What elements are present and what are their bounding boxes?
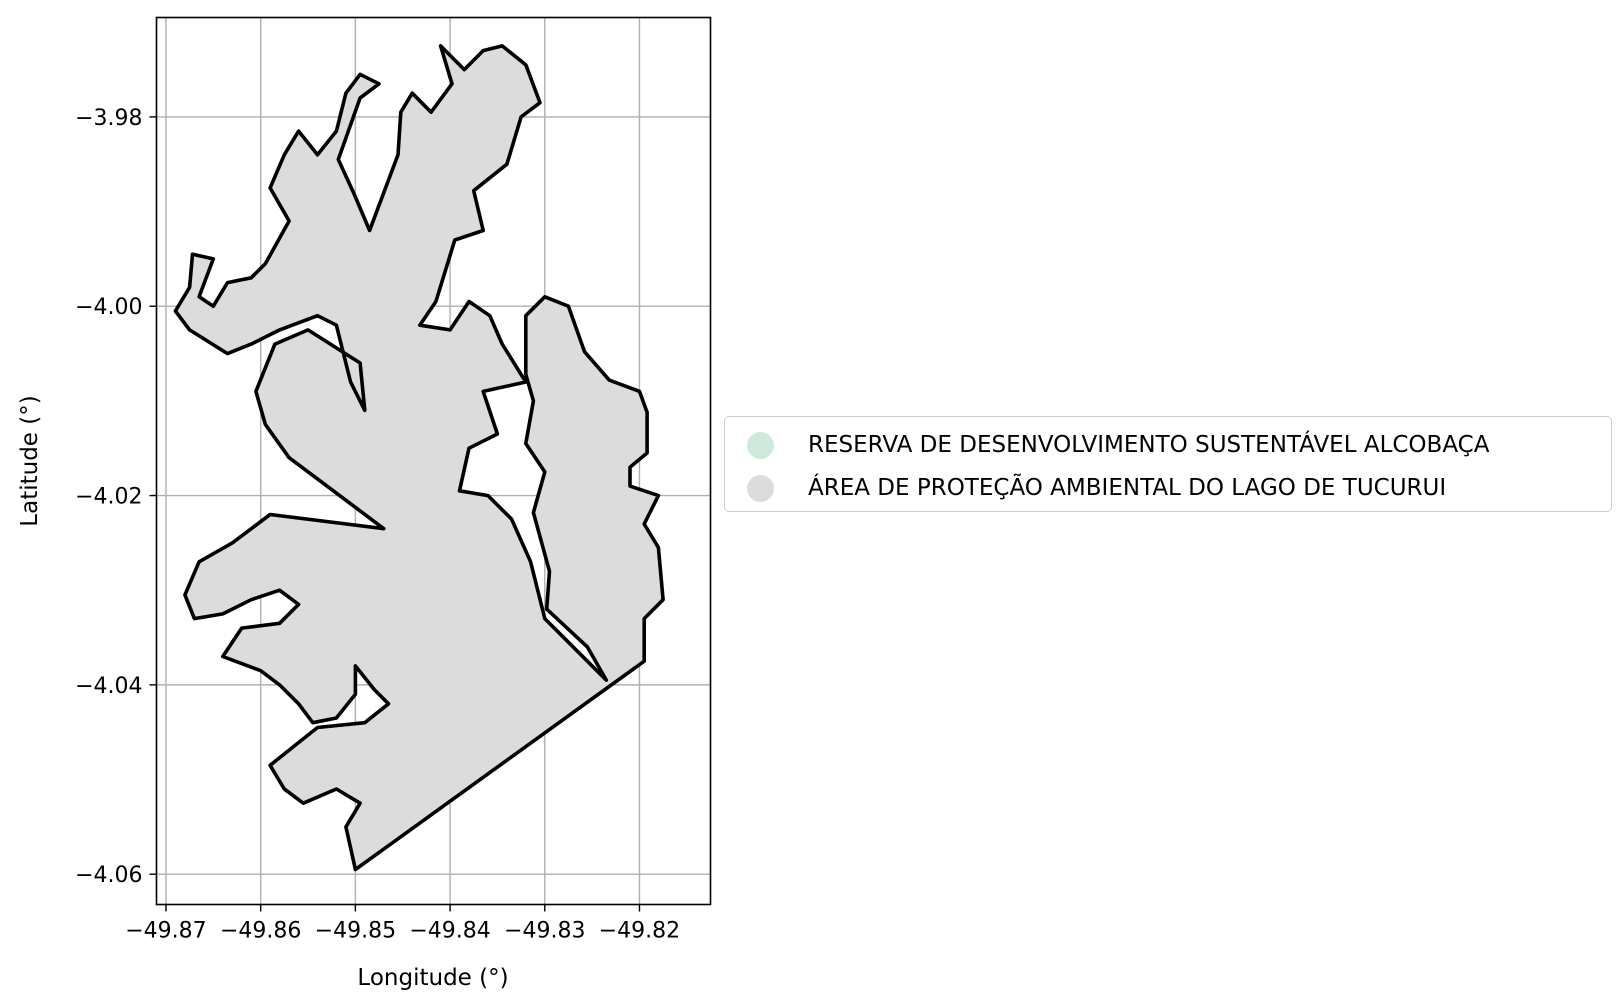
y-tick-label-0: −3.98 [75, 106, 142, 131]
legend: RESERVA DE DESENVOLVIMENTO SUSTENTÁVEL A… [724, 416, 1612, 512]
legend-marker-reserva [747, 431, 774, 459]
legend-item-apa-tucurui: ÁREA DE PROTEÇÃO AMBIENTAL DO LAGO DE TU… [725, 468, 1611, 508]
x-axis-label: Longitude (°) [357, 965, 508, 991]
y-tick-label-4: −4.06 [75, 863, 142, 888]
apa-lago-tucurui-polygon [173, 44, 665, 872]
x-tick-label-0: −49.87 [125, 919, 206, 944]
legend-label-apa-tucurui: ÁREA DE PROTEÇÃO AMBIENTAL DO LAGO DE TU… [808, 475, 1447, 501]
x-tick-label-4: −49.83 [504, 919, 585, 944]
x-axis-ticks: −49.87 −49.86 −49.85 −49.84 −49.83 −49.82 [125, 904, 680, 944]
x-tick-label-3: −49.84 [409, 919, 490, 944]
legend-item-reserva: RESERVA DE DESENVOLVIMENTO SUSTENTÁVEL A… [725, 425, 1611, 465]
y-axis-ticks: −3.98 −4.00 −4.02 −4.04 −4.06 [75, 106, 157, 888]
y-tick-label-3: −4.04 [75, 674, 142, 699]
y-tick-label-2: −4.02 [75, 485, 142, 510]
x-tick-label-5: −49.82 [599, 919, 680, 944]
y-axis-label: Latitude (°) [17, 395, 43, 526]
axes-frame [155, 16, 712, 906]
legend-marker-apa-tucurui [747, 474, 774, 502]
legend-label-reserva: RESERVA DE DESENVOLVIMENTO SUSTENTÁVEL A… [808, 432, 1490, 458]
x-tick-label-2: −49.85 [315, 919, 396, 944]
x-tick-label-1: −49.86 [220, 919, 301, 944]
y-tick-label-1: −4.00 [75, 295, 142, 320]
protected-area-layer [173, 44, 665, 872]
